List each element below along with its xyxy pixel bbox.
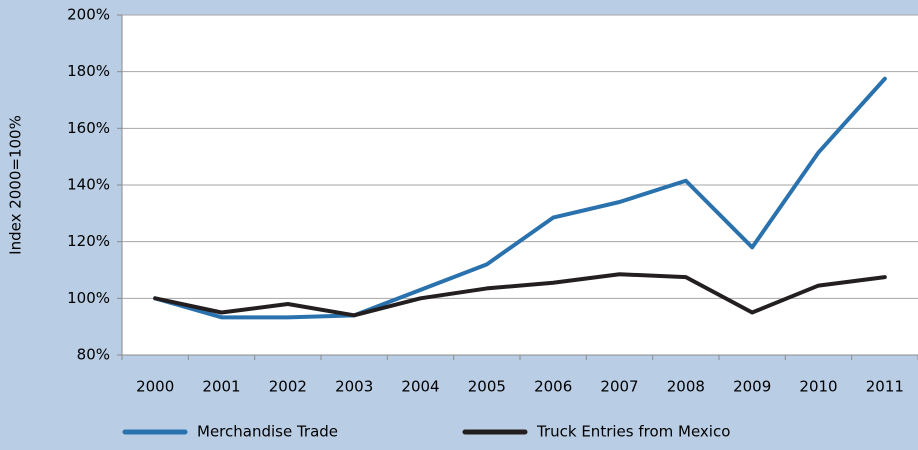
y-axis-label: Index 2000=100% (7, 115, 25, 255)
x-tick-label: 2006 (534, 378, 572, 396)
y-tick-label: 160% (67, 119, 110, 137)
x-tick-label: 2007 (600, 378, 638, 396)
x-tick-label: 2001 (202, 378, 240, 396)
y-tick-label: 140% (67, 176, 110, 194)
x-tick-label: 2004 (401, 378, 439, 396)
series-line (153, 76, 887, 320)
x-tick-label: 2005 (468, 378, 506, 396)
x-tick-label: 2000 (136, 378, 174, 396)
legend-label: Merchandise Trade (197, 423, 338, 441)
x-tick-label: 2009 (733, 378, 771, 396)
y-tick-label: 180% (67, 62, 110, 80)
x-tick-label: 2011 (866, 378, 904, 396)
y-tick-label: 120% (67, 232, 110, 250)
y-tick-label: 100% (67, 289, 110, 307)
series-line (153, 272, 887, 318)
x-tick-label: 2008 (667, 378, 705, 396)
x-tick-label: 2010 (799, 378, 837, 396)
legend-label: Truck Entries from Mexico (536, 423, 730, 441)
x-tick-label: 2002 (269, 378, 307, 396)
y-tick-label: 80% (77, 346, 110, 364)
y-tick-label: 200% (67, 6, 110, 24)
x-tick-label: 2003 (335, 378, 373, 396)
